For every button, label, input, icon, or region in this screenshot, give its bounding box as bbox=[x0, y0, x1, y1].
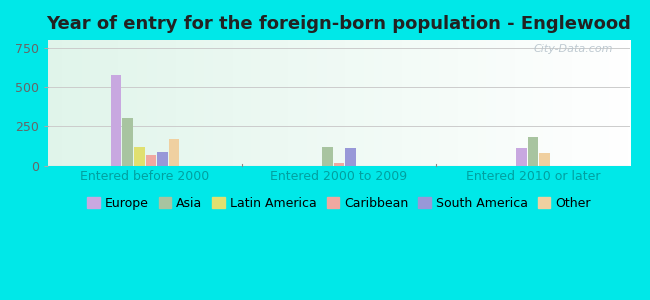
Bar bbox=[157, 152, 168, 166]
Bar bbox=[111, 75, 122, 166]
Title: Year of entry for the foreign-born population - Englewood: Year of entry for the foreign-born popul… bbox=[47, 15, 632, 33]
Bar bbox=[134, 147, 144, 166]
Bar bbox=[169, 139, 179, 166]
Bar bbox=[322, 147, 333, 166]
Bar bbox=[146, 155, 156, 166]
Bar bbox=[516, 148, 526, 166]
Text: City-Data.com: City-Data.com bbox=[533, 44, 612, 54]
Legend: Europe, Asia, Latin America, Caribbean, South America, Other: Europe, Asia, Latin America, Caribbean, … bbox=[83, 192, 596, 214]
Bar bbox=[333, 163, 344, 166]
Bar bbox=[540, 153, 550, 166]
Bar bbox=[345, 148, 356, 166]
Bar bbox=[528, 136, 538, 166]
Bar bbox=[122, 118, 133, 166]
